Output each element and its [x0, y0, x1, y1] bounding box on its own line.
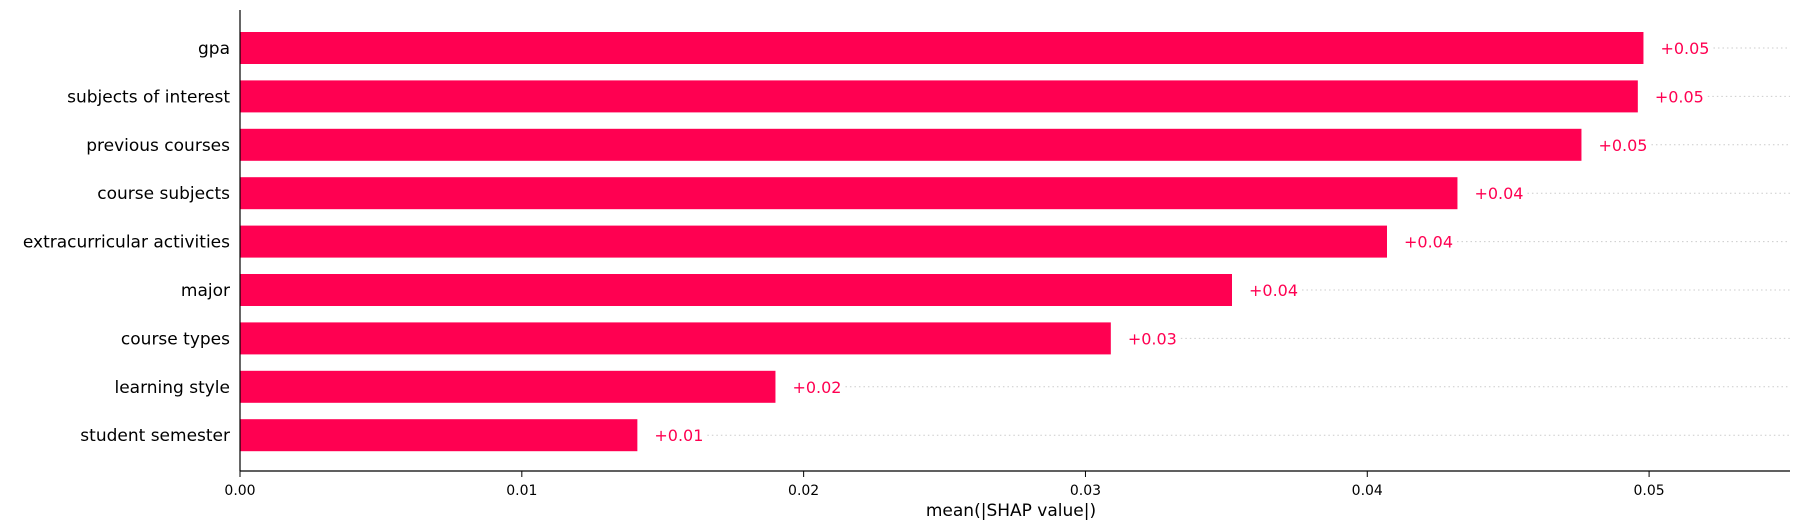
- category-label: extracurricular activities: [23, 233, 230, 253]
- bar-value-label: +0.05: [1660, 39, 1709, 58]
- category-label: course subjects: [97, 184, 230, 204]
- bar-value-label: +0.04: [1404, 233, 1453, 252]
- bar: [240, 419, 638, 452]
- bar: [240, 274, 1232, 306]
- category-label: course types: [121, 329, 230, 349]
- x-tick-label: 0.02: [788, 483, 819, 499]
- x-tick-label: 0.04: [1352, 483, 1383, 499]
- bar-value-label: +0.04: [1474, 184, 1523, 203]
- x-axis-title: mean(|SHAP value|): [926, 501, 1096, 521]
- category-label: gpa: [198, 39, 230, 59]
- category-label: subjects of interest: [67, 87, 230, 107]
- category-label: student semester: [80, 426, 230, 446]
- bar-value-label: +0.05: [1655, 87, 1704, 106]
- category-labels: gpa subjects of interest previous courses c…: [23, 39, 230, 446]
- bar: [240, 370, 776, 403]
- x-tick-label: 0.05: [1634, 483, 1665, 499]
- bar: [240, 80, 1638, 113]
- bar-value-label: +0.01: [654, 426, 703, 445]
- category-label: major: [181, 281, 230, 301]
- bar-value-label: +0.03: [1128, 329, 1177, 348]
- bar: [240, 225, 1387, 258]
- category-label: learning style: [114, 378, 230, 398]
- x-tick-label: 0.03: [1070, 483, 1101, 499]
- guide-lines: [707, 47, 1790, 436]
- bar: [240, 177, 1458, 210]
- x-tick-label: 0.01: [506, 483, 537, 499]
- category-label: previous courses: [86, 136, 230, 156]
- x-ticks: 0.00 0.01 0.02 0.03 0.04 0.05: [224, 471, 1665, 499]
- bar: [240, 128, 1582, 161]
- bar: [240, 322, 1111, 355]
- bar-value-label: +0.05: [1598, 136, 1647, 155]
- bar-value-label: +0.02: [792, 378, 841, 397]
- x-tick-label: 0.00: [224, 483, 255, 499]
- bar: [240, 32, 1644, 64]
- value-labels: +0.05 +0.05 +0.05 +0.04 +0.04 +0.04 +0.03 +0.02…: [654, 39, 1709, 445]
- bar-value-label: +0.04: [1249, 281, 1298, 300]
- bars: [240, 32, 1644, 452]
